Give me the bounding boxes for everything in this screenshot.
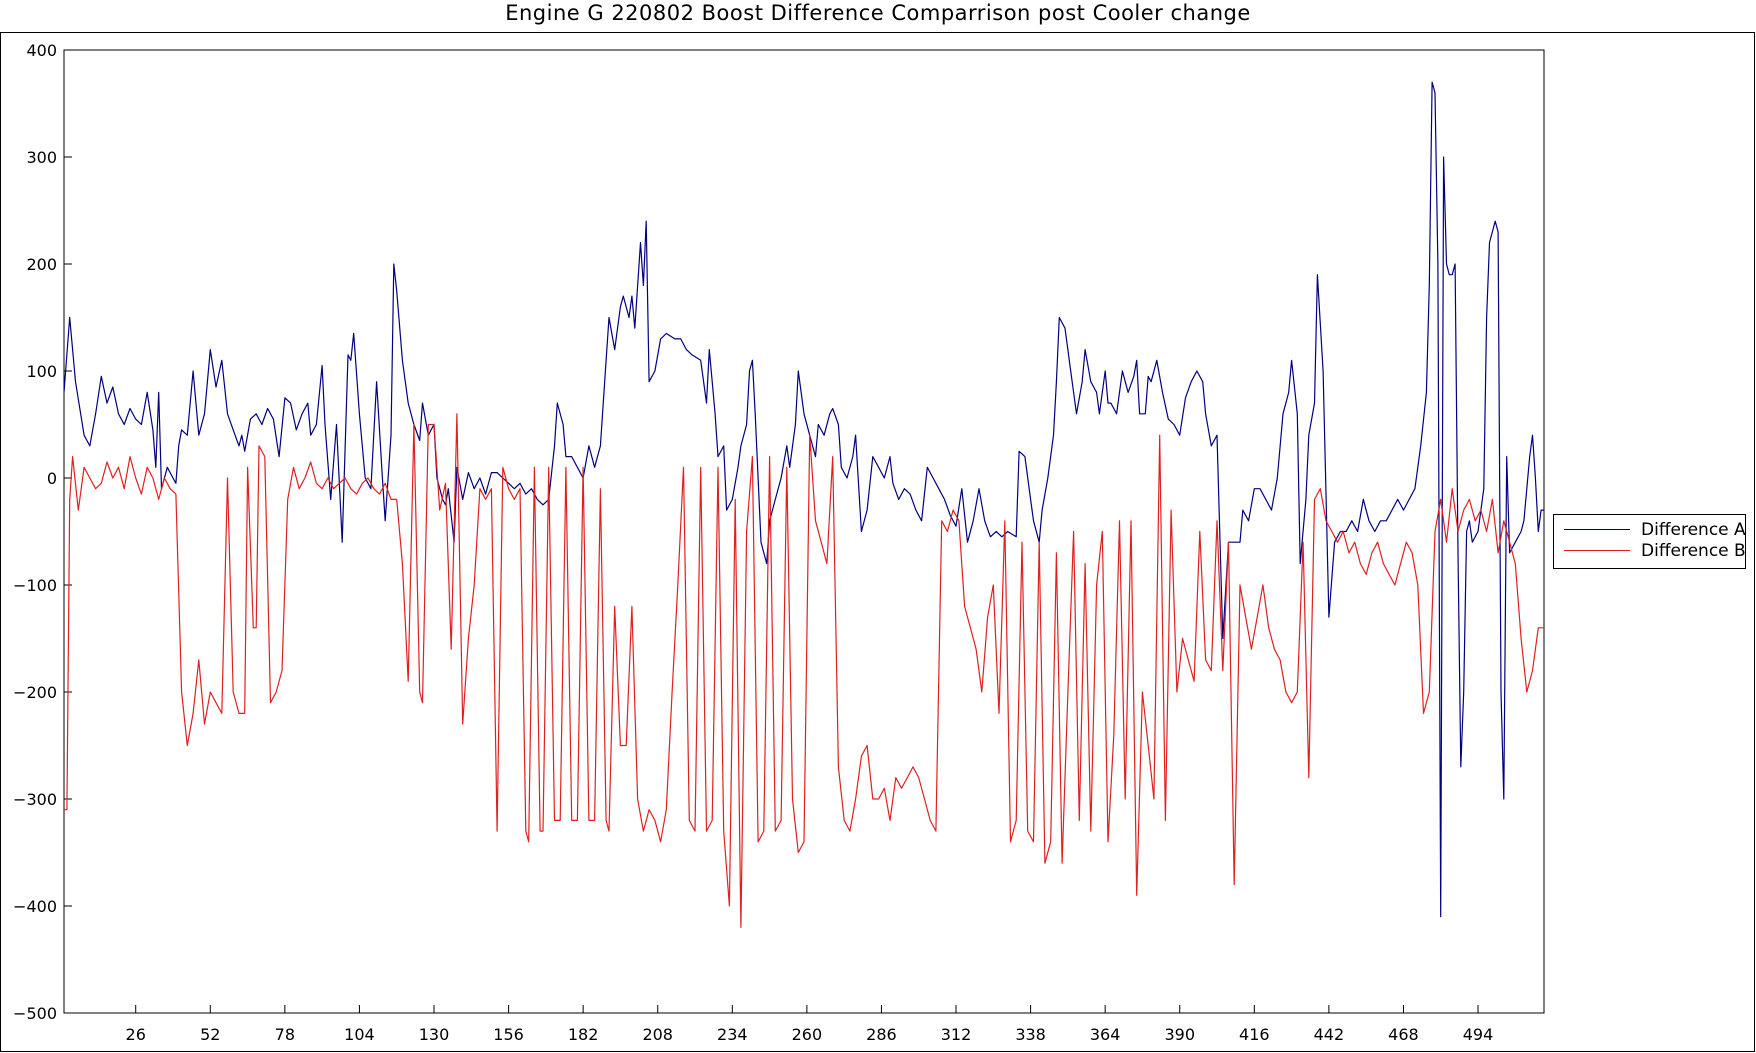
x-tick-label: 104 bbox=[344, 1025, 375, 1044]
x-axis: 26 52 78 104 130 156 182 208 234 260 286 312 338 364 3… bbox=[126, 1005, 1494, 1044]
x-tick-label: 364 bbox=[1090, 1025, 1121, 1044]
y-tick-label: −200 bbox=[13, 683, 57, 702]
series-line-difference-b bbox=[64, 413, 1544, 929]
x-tick-label: 208 bbox=[642, 1025, 673, 1044]
plot-area bbox=[63, 49, 1545, 1014]
series-line-difference-a bbox=[63, 81, 1544, 918]
legend-swatch bbox=[1564, 529, 1630, 530]
legend: Difference A Difference B bbox=[1553, 514, 1746, 569]
y-axis: −500 −400 −300 −200 −100 0 100 200 300 400 bbox=[13, 41, 72, 1023]
x-tick-label: 52 bbox=[200, 1025, 220, 1044]
x-tick-label: 494 bbox=[1463, 1025, 1494, 1044]
legend-swatch bbox=[1564, 550, 1630, 551]
x-tick-label: 338 bbox=[1015, 1025, 1046, 1044]
x-tick-label: 442 bbox=[1314, 1025, 1345, 1044]
x-tick-label: 416 bbox=[1239, 1025, 1270, 1044]
x-tick-label: 182 bbox=[568, 1025, 599, 1044]
y-tick-label: 200 bbox=[26, 255, 57, 274]
series-layer bbox=[63, 81, 1544, 929]
chart-frame bbox=[0, 32, 1755, 1052]
x-tick-label: 26 bbox=[126, 1025, 146, 1044]
x-tick-label: 390 bbox=[1164, 1025, 1195, 1044]
legend-item-difference-a: Difference A bbox=[1560, 520, 1746, 540]
y-tick-label: 300 bbox=[26, 148, 57, 167]
x-tick-label: 286 bbox=[866, 1025, 897, 1044]
legend-item-difference-b: Difference B bbox=[1560, 541, 1746, 561]
x-tick-label: 234 bbox=[717, 1025, 748, 1044]
y-tick-label: −500 bbox=[13, 1004, 57, 1023]
y-tick-label: −300 bbox=[13, 790, 57, 809]
y-tick-label: −100 bbox=[13, 576, 57, 595]
x-tick-label: 312 bbox=[941, 1025, 972, 1044]
y-tick-label: −400 bbox=[13, 897, 57, 916]
x-tick-label: 468 bbox=[1388, 1025, 1419, 1044]
x-tick-label: 130 bbox=[419, 1025, 450, 1044]
x-tick-label: 78 bbox=[275, 1025, 295, 1044]
x-tick-label: 260 bbox=[792, 1025, 823, 1044]
y-tick-label: 100 bbox=[26, 362, 57, 381]
chart-title: Engine G 220802 Boost Difference Comparr… bbox=[505, 1, 1251, 25]
legend-label: Difference A bbox=[1641, 520, 1746, 540]
y-tick-label: 400 bbox=[26, 41, 57, 60]
x-tick-label: 156 bbox=[493, 1025, 524, 1044]
y-tick-label: 0 bbox=[47, 469, 57, 488]
legend-label: Difference B bbox=[1641, 541, 1746, 561]
